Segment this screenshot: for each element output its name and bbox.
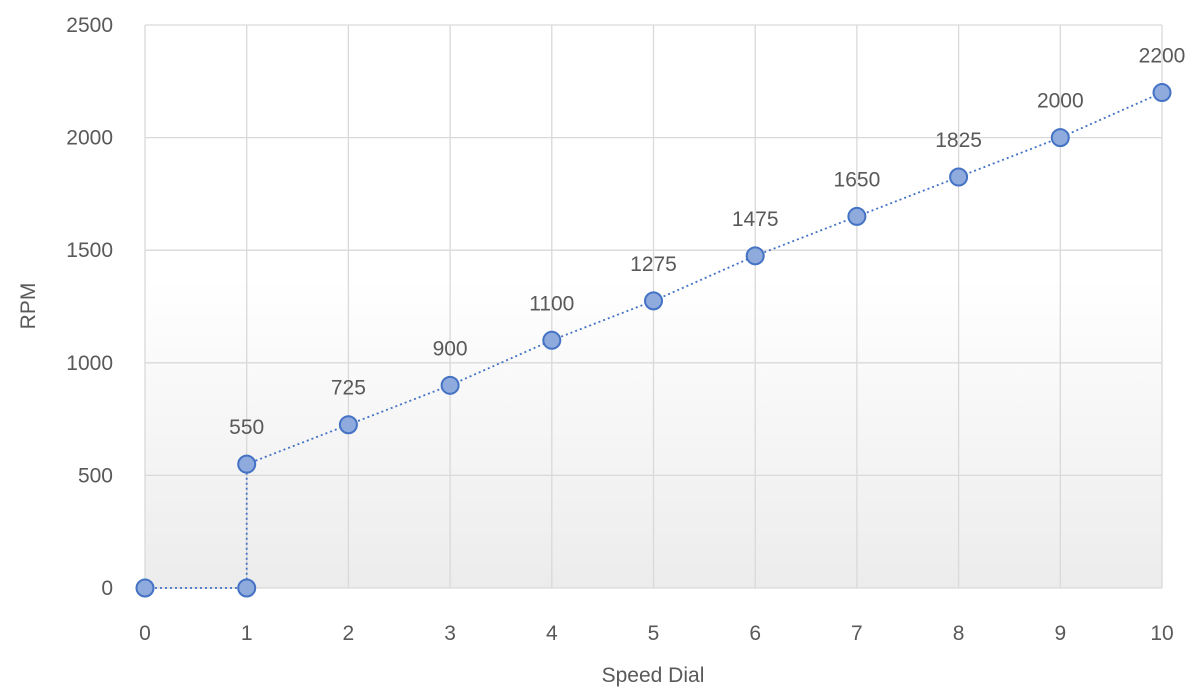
y-tick-label: 2500 [66,14,113,37]
x-tick-label: 2 [343,622,355,645]
data-label: 1100 [529,292,574,315]
data-label: 550 [229,416,264,439]
data-point [542,330,562,350]
x-tick-label: 4 [546,622,558,645]
data-point [644,291,663,311]
y-axis-title: RPM [17,283,40,330]
x-tick-label: 8 [953,622,965,645]
data-label: 1825 [935,129,982,152]
x-tick-label: 0 [139,622,151,645]
y-tick-label: 1500 [66,239,113,262]
data-point [847,206,867,226]
data-point [237,454,257,474]
data-point [338,415,358,435]
data-point [745,246,765,266]
x-tick-label: 6 [749,622,761,645]
data-point [440,375,460,395]
x-tick-label: 9 [1054,622,1066,645]
series-layer: 550 725 900 1100 1275 1475 1650 1825 2000 2200 [135,45,1186,598]
data-label: 2000 [1037,90,1084,113]
data-point [237,578,257,598]
y-tick-label: 500 [78,464,113,487]
x-tick-label: 10 [1150,622,1173,645]
data-label: 725 [331,377,366,400]
data-label: 1475 [732,208,779,231]
x-tick-label: 5 [648,622,660,645]
series-line [145,91,1163,589]
data-point [949,167,969,187]
x-axis-title: Speed Dial [602,664,705,687]
y-tick-label: 1000 [66,352,113,375]
data-point [1050,128,1070,148]
data-label: 2200 [1139,45,1186,68]
tick-labels: 0 1 2 3 4 5 6 7 8 9 10 0 500 1000 1500 2000 2500 [66,14,1173,645]
data-point [135,578,155,598]
gridlines [144,24,1163,589]
x-tick-label: 7 [851,622,863,645]
data-label: 1650 [834,168,881,191]
data-point [1152,83,1172,103]
data-label: 1275 [630,253,677,276]
x-tick-label: 3 [444,622,456,645]
y-tick-label: 0 [101,577,113,600]
data-label: 900 [433,337,468,360]
y-tick-label: 2000 [66,127,113,150]
x-tick-label: 1 [241,622,253,645]
